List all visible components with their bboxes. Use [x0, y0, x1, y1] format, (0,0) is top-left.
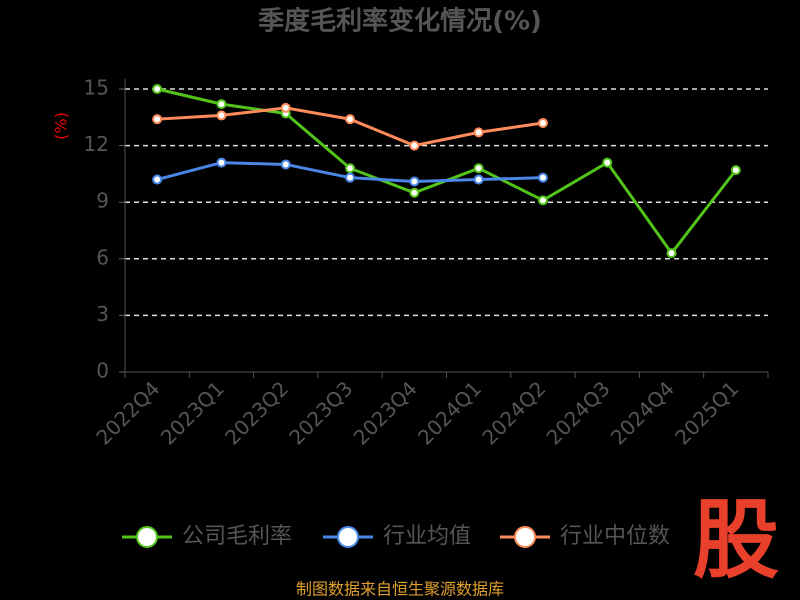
data-point — [409, 140, 420, 151]
legend-marker — [136, 526, 158, 548]
data-point — [216, 110, 227, 121]
legend-marker — [337, 526, 359, 548]
data-point — [345, 114, 356, 125]
y-axis-label: (%) — [52, 112, 71, 140]
data-point — [537, 172, 548, 183]
legend-label: 行业均值 — [383, 524, 471, 549]
data-point — [473, 127, 484, 138]
data-point — [152, 84, 163, 94]
data-point — [473, 174, 484, 185]
legend-label: 行业中位数 — [560, 524, 670, 549]
legend-label: 公司毛利率 — [182, 524, 292, 549]
y-tick-label: 15 — [84, 76, 109, 100]
data-point — [537, 117, 548, 128]
y-tick-label: 9 — [96, 189, 109, 213]
y-tick-label: 0 — [96, 359, 109, 383]
y-tick-label: 12 — [84, 132, 109, 156]
data-point — [345, 163, 356, 174]
data-point — [152, 114, 163, 125]
y-tick-label: 3 — [96, 302, 109, 326]
data-point — [216, 99, 227, 110]
data-point — [602, 157, 613, 168]
data-point — [473, 163, 484, 174]
data-point — [280, 159, 291, 170]
logo: 股 — [693, 490, 779, 590]
data-point — [409, 187, 420, 198]
data-point — [666, 248, 677, 259]
chart-title: 季度毛利率变化情况(%) — [258, 6, 542, 37]
data-point — [280, 102, 291, 113]
data-point — [216, 157, 227, 168]
data-point — [152, 174, 163, 185]
data-point — [345, 172, 356, 183]
legend-marker — [514, 526, 536, 548]
y-tick-label: 6 — [96, 245, 109, 269]
source-note: 制图数据来自恒生聚源数据库 — [296, 580, 504, 599]
data-point — [730, 165, 741, 176]
data-point — [409, 176, 420, 187]
data-point — [537, 195, 548, 206]
